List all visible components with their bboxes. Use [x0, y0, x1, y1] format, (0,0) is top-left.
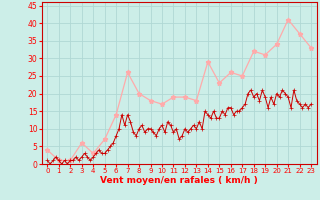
X-axis label: Vent moyen/en rafales ( km/h ): Vent moyen/en rafales ( km/h ) [100, 176, 258, 185]
